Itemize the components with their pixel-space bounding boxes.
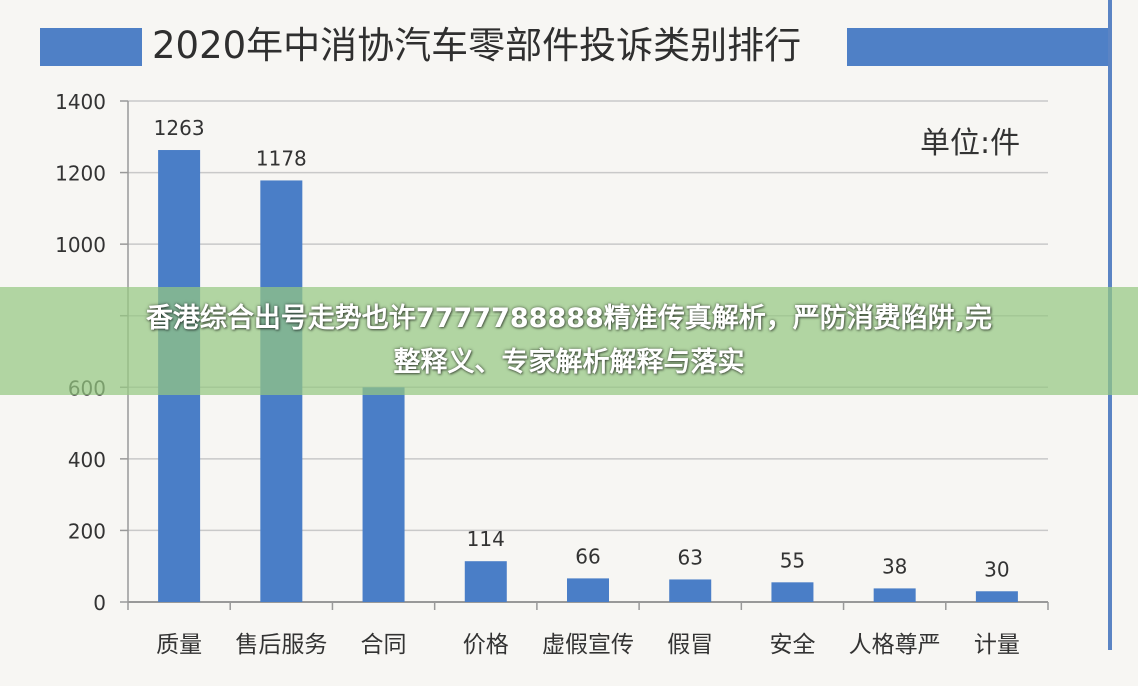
bar-value-label: 55 <box>780 548 805 572</box>
bar-7 <box>771 582 814 602</box>
title-accent-left <box>40 28 142 66</box>
y-tick-label: 200 <box>68 519 106 543</box>
bar-value-label: 114 <box>467 527 505 551</box>
bar-3 <box>362 387 405 602</box>
x-category-label: 虚假宣传 <box>542 632 634 658</box>
x-category-label: 计量 <box>974 632 1020 658</box>
headline-line-2: 整释义、专家解析解释与落实 <box>393 347 745 378</box>
bar-value-label: 66 <box>575 544 600 568</box>
x-category-label: 质量 <box>156 632 202 658</box>
headline-overlay-text: 香港综合出号走势也许7777788888精准传真解析，严防消费陷阱,完 整释义、… <box>20 297 1118 385</box>
bar-value-label: 1263 <box>154 116 205 140</box>
y-tick-label: 400 <box>68 448 106 472</box>
bar-9 <box>975 591 1018 602</box>
x-category-label: 合同 <box>361 632 407 658</box>
x-category-label: 价格 <box>463 632 509 658</box>
x-category-label: 人格尊严 <box>849 632 941 658</box>
bar-5 <box>567 578 609 602</box>
x-category-label: 假冒 <box>667 632 713 658</box>
unit-label: 单位:件 <box>920 126 1021 161</box>
bar-4 <box>464 561 507 602</box>
bar-6 <box>669 579 712 602</box>
bar-value-label: 1178 <box>256 146 307 170</box>
headline-overlay-banner: 香港综合出号走势也许7777788888精准传真解析，严防消费陷阱,完 整释义、… <box>0 287 1138 395</box>
chart-title: 2020年中消协汽车零部件投诉类别排行 <box>152 24 802 67</box>
y-tick-label: 1000 <box>55 233 106 257</box>
x-category-label: 安全 <box>769 632 815 658</box>
bar-value-label: 30 <box>984 557 1009 581</box>
y-tick-label: 0 <box>93 591 106 615</box>
x-category-label: 售后服务 <box>235 632 327 658</box>
title-accent-right <box>847 28 1110 66</box>
bar-8 <box>873 588 916 602</box>
y-tick-label: 1200 <box>55 162 106 186</box>
headline-line-1: 香港综合出号走势也许7777788888精准传真解析，严防消费陷阱,完 <box>145 303 993 334</box>
y-tick-label: 1400 <box>55 90 106 114</box>
bar-value-label: 63 <box>677 545 702 569</box>
bar-value-label: 38 <box>882 554 907 578</box>
